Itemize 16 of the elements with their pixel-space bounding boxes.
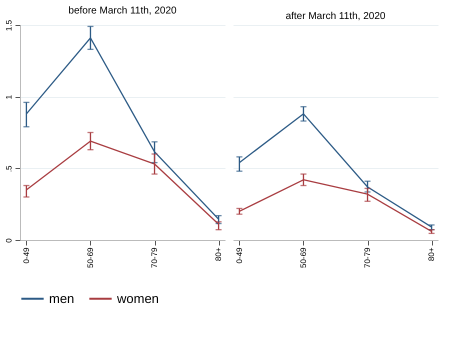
x-tick-label: 50-69 — [298, 246, 308, 268]
x-tick-label: 0-49 — [234, 246, 244, 264]
x-tick-label: 50-69 — [86, 246, 95, 268]
chart-title: after March 11th, 2020 — [286, 11, 386, 22]
x-tick-label: 80+ — [427, 247, 436, 262]
y-tick-label: 0 — [4, 238, 14, 243]
y-tick-label: 1 — [4, 94, 14, 100]
x-tick-label: 0-49 — [22, 246, 31, 264]
legend-label: men — [49, 290, 74, 306]
y-tick-label: .5 — [4, 164, 14, 172]
y-tick-label: 1.5 — [4, 19, 14, 32]
legend-label: women — [116, 290, 159, 306]
chart-title: before March 11th, 2020 — [68, 5, 178, 16]
x-tick-label: 80+ — [214, 247, 224, 262]
x-tick-label: 70-79 — [150, 246, 160, 268]
x-tick-label: 70-79 — [363, 246, 372, 268]
